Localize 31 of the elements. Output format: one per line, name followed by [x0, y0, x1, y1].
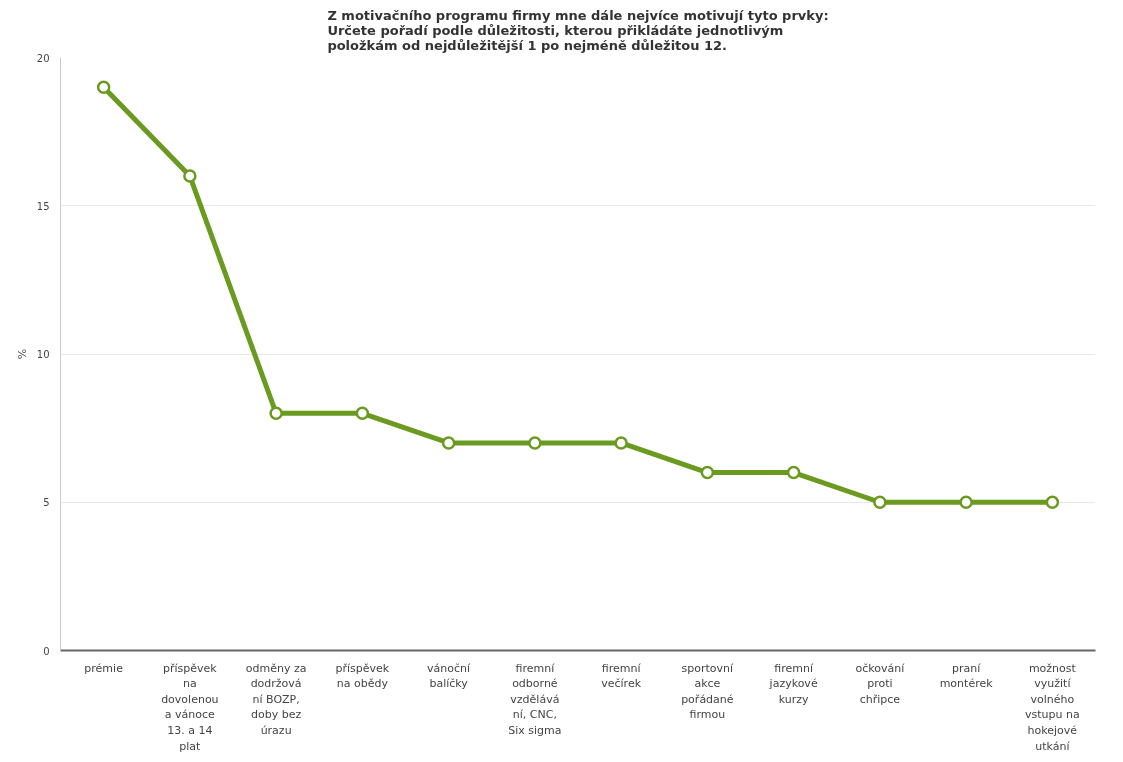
x-tick-label: příspěvek na obědy — [335, 661, 390, 691]
x-tick-label: odměny za dodržování BOZP, doby bez úrazu — [245, 661, 307, 737]
chart-title: Z motivačního programu firmy mne dále nejvíce motivují tyto prvky: Určete pořadí podle důležitosti, kterou přikládáte jednotlivým položkám od nejdůležitější 1 po nejméně důležitou 12. — [327, 7, 829, 53]
y-axis-title: % — [15, 348, 29, 360]
y-tick-label: 15 — [36, 200, 50, 212]
y-tick-label: 20 — [36, 52, 50, 64]
point — [959, 495, 973, 509]
point — [614, 436, 628, 450]
point — [528, 436, 542, 450]
point — [786, 465, 801, 480]
point — [873, 495, 887, 509]
point — [269, 406, 283, 421]
x-tick-label: firemní večírek — [601, 661, 642, 691]
point — [700, 465, 715, 480]
x-tick-label: možnost využití volného vstupu na hokejové utkání — [1025, 661, 1080, 753]
y-tick-label: 10 — [36, 349, 50, 360]
x-tick-label: prémie — [84, 661, 124, 675]
point — [441, 436, 456, 450]
point — [1045, 495, 1060, 509]
x-tick-label: praní montérek — [939, 661, 994, 691]
x-tick-label: příspěvek na dovolenou a vánoce 13. a 14 plat — [161, 661, 219, 753]
y-tick-label: 0 — [43, 645, 50, 657]
x-tick-label: očkování proti chřipce — [855, 661, 906, 706]
x-tick-label: sportovní akce pořádané firmou — [681, 661, 735, 722]
x-tick-label: firemní odborné vzdělávání, CNC, Six sigma — [508, 661, 562, 737]
y-tick-label: 5 — [43, 497, 50, 509]
x-tick-label: firemní jazykové kurzy — [768, 661, 818, 706]
point — [355, 406, 370, 421]
x-tick-label: vánoční balíčky — [427, 661, 472, 691]
point — [96, 80, 111, 94]
point — [183, 169, 197, 183]
